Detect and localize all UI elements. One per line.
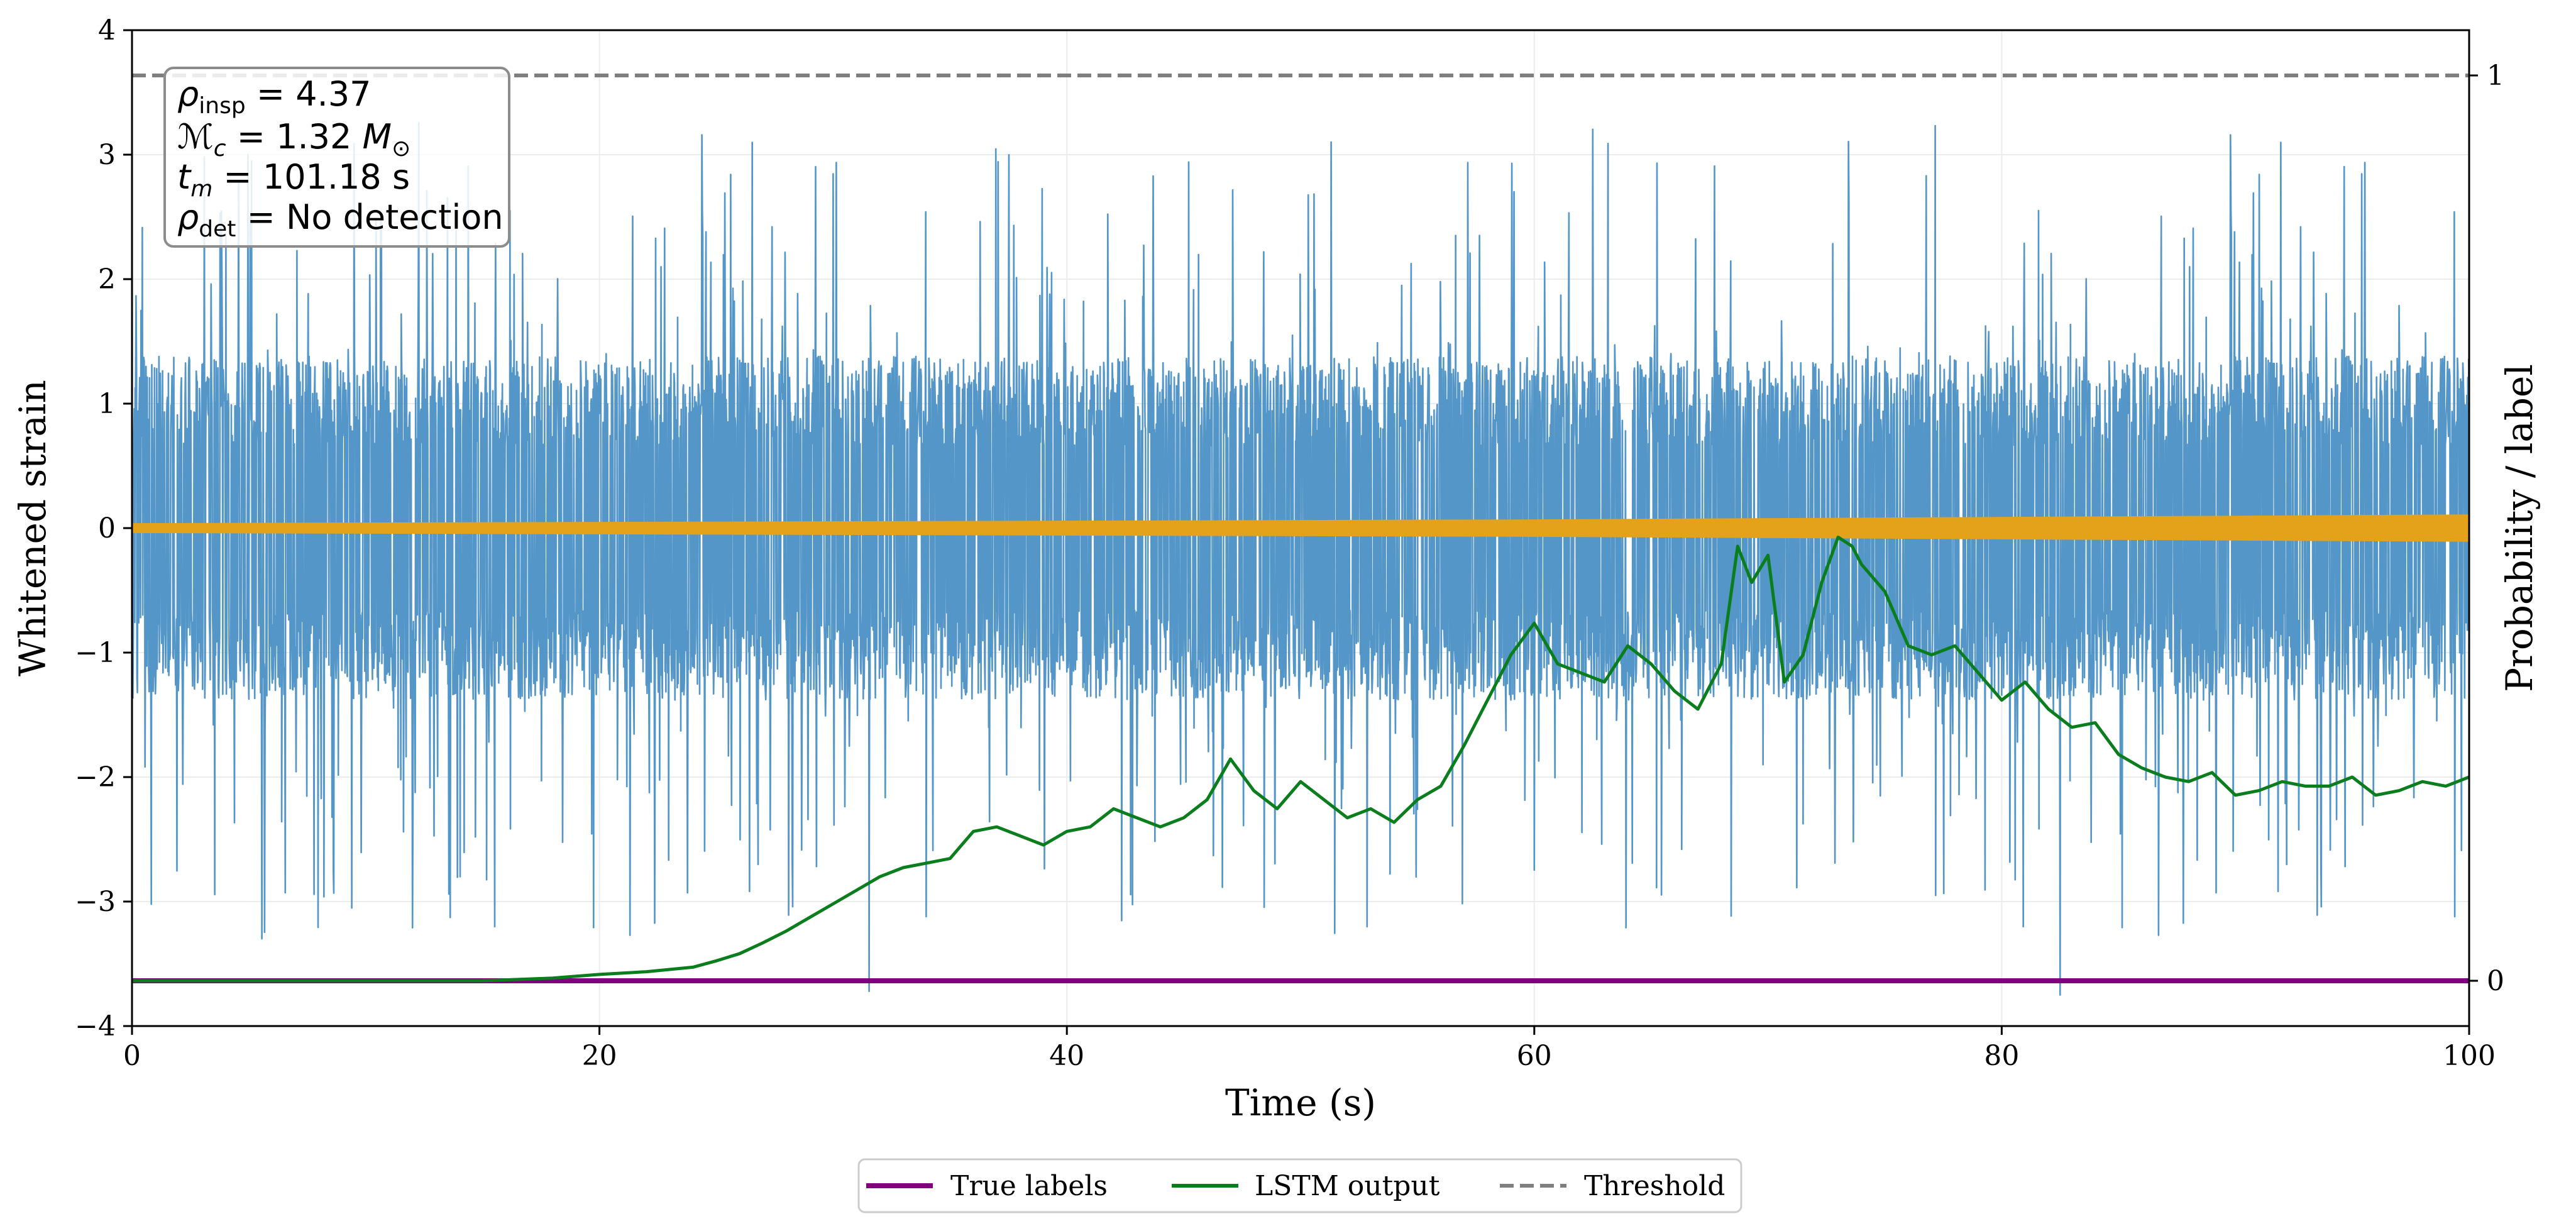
x-tick-label: 0 [123, 1040, 141, 1072]
x-tick-label: 20 [582, 1040, 617, 1072]
info-chirp-mass-value: 1.32 [276, 117, 351, 157]
lstm-output-line [132, 535, 2469, 983]
info-box-frame [163, 67, 510, 248]
strain-noise-line [132, 121, 2469, 996]
legend-frame [857, 1158, 1742, 1213]
info-chirp-mass: ℳc = 1.32 M⊙ [177, 117, 410, 162]
y-tick-label: 2 [98, 263, 116, 295]
x-tick-label: 100 [2443, 1040, 2496, 1072]
info-rho-insp: ρinsp = 4.37 [177, 74, 372, 119]
y2-tick-label: 0 [2487, 965, 2504, 997]
y-tick-label: 4 [98, 14, 116, 47]
x-tick-label: 40 [1049, 1040, 1084, 1072]
y-tick-label: −2 [75, 761, 116, 793]
info-rho-insp-value: 4.37 [295, 74, 371, 114]
info-tm: tm = 101.18 s [177, 157, 410, 202]
y2-axis-label: Probability / label [2498, 364, 2541, 692]
info-box: ρinsp = 4.37 ℳc = 1.32 M⊙ tm = 101.18 s … [163, 67, 510, 248]
y-tick-label: −3 [75, 886, 116, 918]
y-tick-label: 1 [98, 388, 116, 420]
legend-label-lstm-output: LSTM output [1255, 1170, 1440, 1202]
y-axis-label: Whitened strain [11, 380, 54, 676]
y-tick-label: −4 [75, 1010, 116, 1042]
x-tick-label: 60 [1517, 1040, 1552, 1072]
legend-label-true-labels: True labels [950, 1170, 1108, 1202]
y-tick-label: 0 [98, 512, 116, 544]
info-tm-value: 101.18 s [263, 157, 410, 197]
y-tick-label: −1 [75, 637, 116, 669]
y2-tick-label: 1 [2487, 60, 2504, 92]
signal-band [132, 514, 2469, 542]
x-tick-label: 80 [1984, 1040, 2019, 1072]
y-tick-label: 3 [98, 139, 116, 171]
x-axis-label: Time (s) [1225, 1081, 1376, 1124]
legend: True labels LSTM output Threshold [857, 1158, 1742, 1213]
plot-area [132, 74, 2469, 996]
info-rho-det-value: No detection [286, 197, 504, 237]
info-rho-det: ρdet = No detection [177, 197, 504, 242]
legend-label-threshold: Threshold [1584, 1170, 1725, 1202]
